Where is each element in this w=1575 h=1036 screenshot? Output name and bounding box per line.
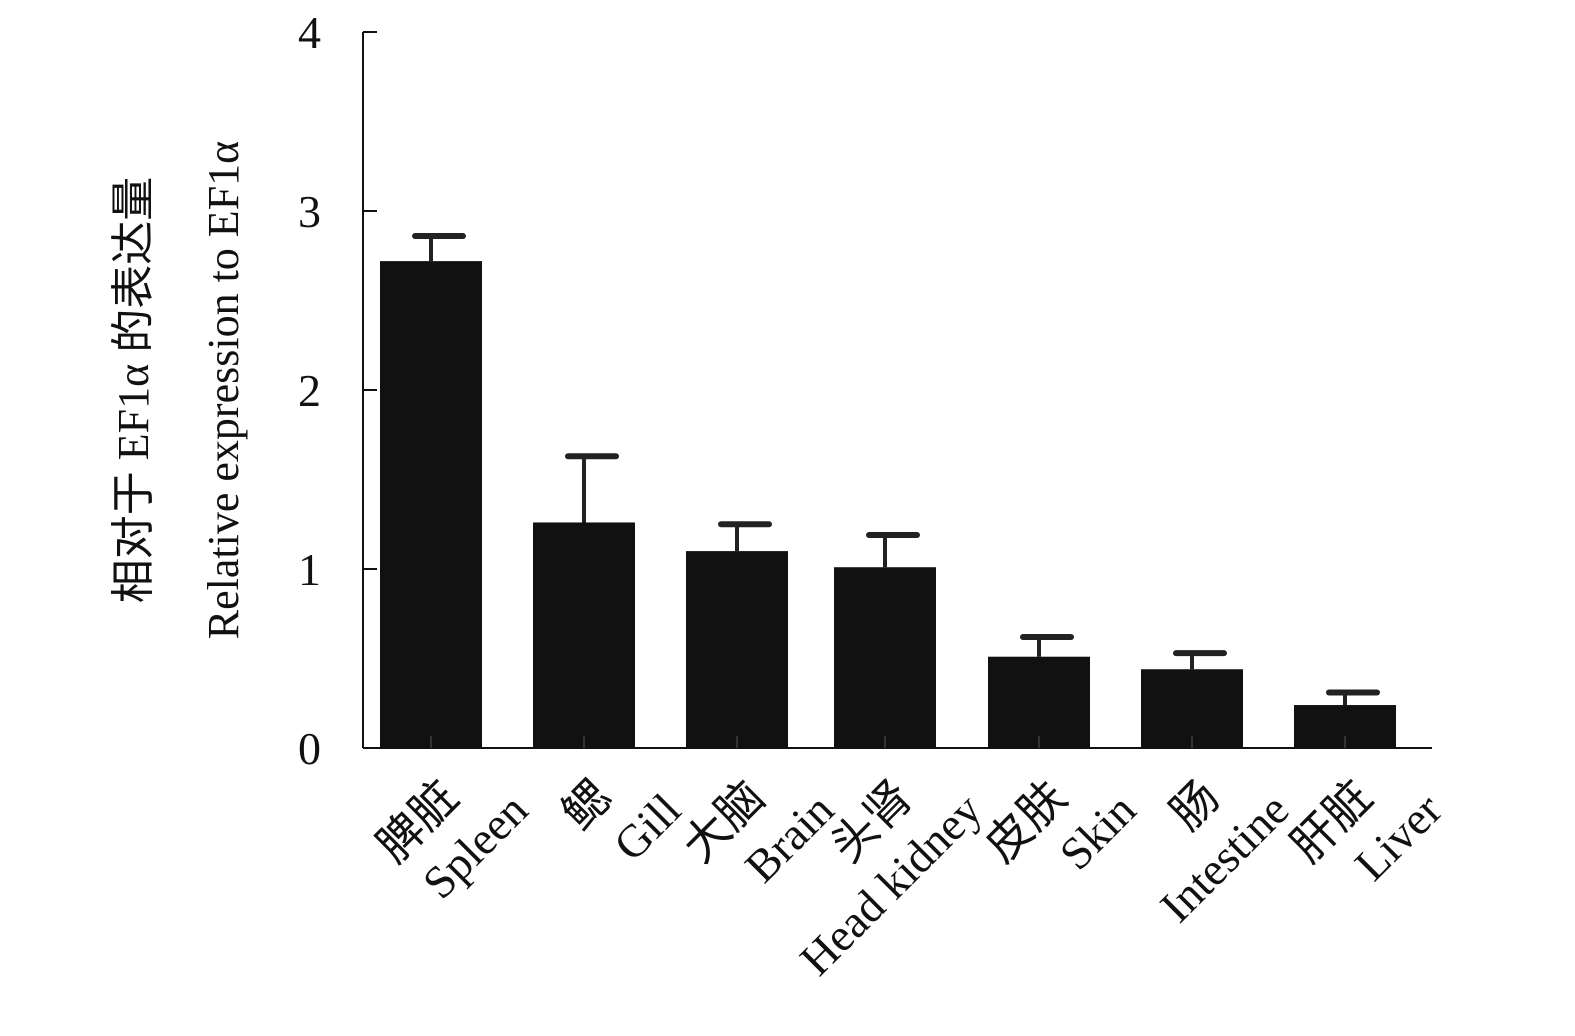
bar xyxy=(834,567,936,748)
y-tick-label: 3 xyxy=(298,186,321,237)
y-axis-title: 相对于 EF1α 的表达量 Relative expression to EF1… xyxy=(109,141,248,639)
category-label-cn: 皮肤 xyxy=(975,771,1076,872)
bar xyxy=(988,656,1090,748)
category-label-en: Gill xyxy=(604,784,691,871)
bar xyxy=(1141,669,1243,748)
bar xyxy=(686,551,788,748)
y-axis-title-en: Relative expression to EF1α xyxy=(199,141,248,639)
bars xyxy=(380,233,1396,748)
y-tick-label: 1 xyxy=(298,544,321,595)
y-tick-label: 4 xyxy=(298,7,321,58)
bar xyxy=(380,261,482,748)
y-tick-label: 2 xyxy=(298,365,321,416)
y-tick-label: 0 xyxy=(298,723,321,774)
y-axis-title-cn: 相对于 EF1α 的表达量 xyxy=(109,177,158,603)
bar xyxy=(533,522,635,748)
